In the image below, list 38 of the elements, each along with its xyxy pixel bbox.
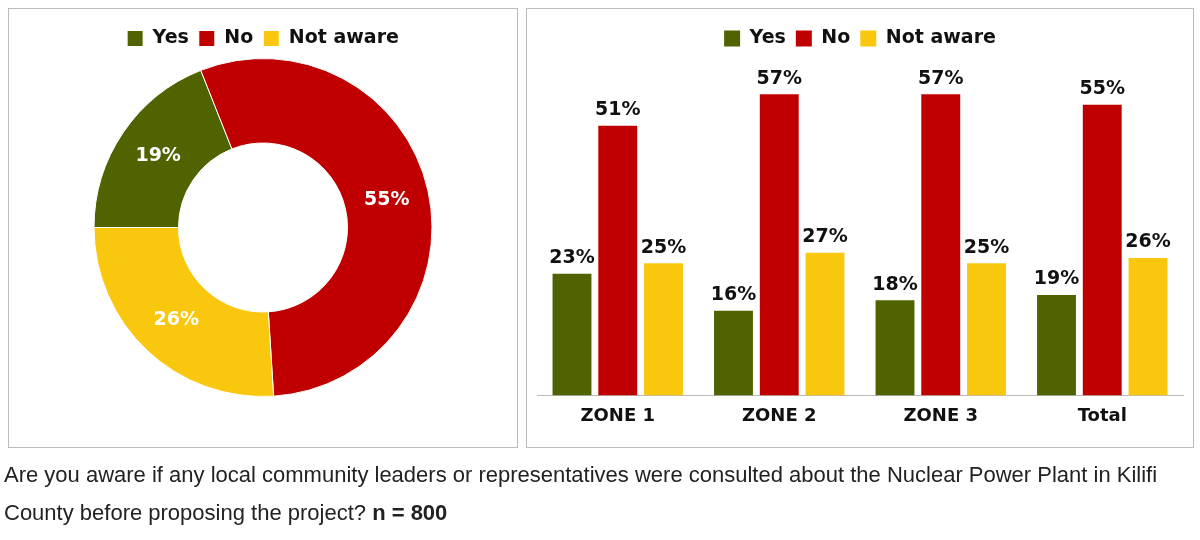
legend-label: Yes: [151, 25, 189, 48]
bar: [759, 94, 799, 396]
bar: [552, 273, 592, 396]
bar: [644, 263, 683, 396]
data-label: 25%: [640, 234, 687, 257]
data-label: 25%: [963, 234, 1010, 257]
data-label: 23%: [549, 245, 595, 268]
data-label: 18%: [872, 271, 918, 294]
x-tick-label: ZONE 2: [741, 403, 817, 425]
bar: [714, 310, 753, 396]
bar: [1037, 294, 1076, 396]
x-tick-label: ZONE 3: [903, 403, 979, 425]
legend-label: No: [224, 25, 254, 48]
data-label: 19%: [135, 143, 181, 166]
legend-label: No: [821, 25, 851, 48]
bar: [967, 263, 1006, 396]
data-label: 57%: [756, 65, 802, 88]
legend-label: Yes: [748, 25, 786, 48]
x-tick-label: ZONE 1: [580, 403, 656, 425]
bar: [598, 125, 638, 396]
data-label: 19%: [1033, 266, 1080, 289]
data-label: 57%: [918, 65, 964, 88]
data-label: 16%: [710, 282, 757, 305]
data-label: 51%: [595, 97, 641, 120]
bar: [921, 94, 961, 396]
x-tick-label: Total: [1077, 403, 1127, 425]
bar: [1082, 104, 1122, 396]
bar: [1128, 257, 1168, 396]
data-label: 27%: [802, 224, 848, 247]
legend-label: Not aware: [288, 25, 399, 48]
data-label: 55%: [1079, 76, 1125, 99]
data-label: 26%: [153, 306, 199, 329]
data-label: 26%: [1125, 229, 1171, 252]
data-label: 55%: [363, 186, 410, 209]
bar: [805, 252, 845, 396]
legend-label: Not aware: [885, 25, 996, 48]
text: Are you aware if any local community leaders or representatives were consulted about the Nuclear Power Plant in Kilifi County before proposing the project? n = 800: [4, 461, 1159, 527]
bar: [875, 300, 915, 396]
